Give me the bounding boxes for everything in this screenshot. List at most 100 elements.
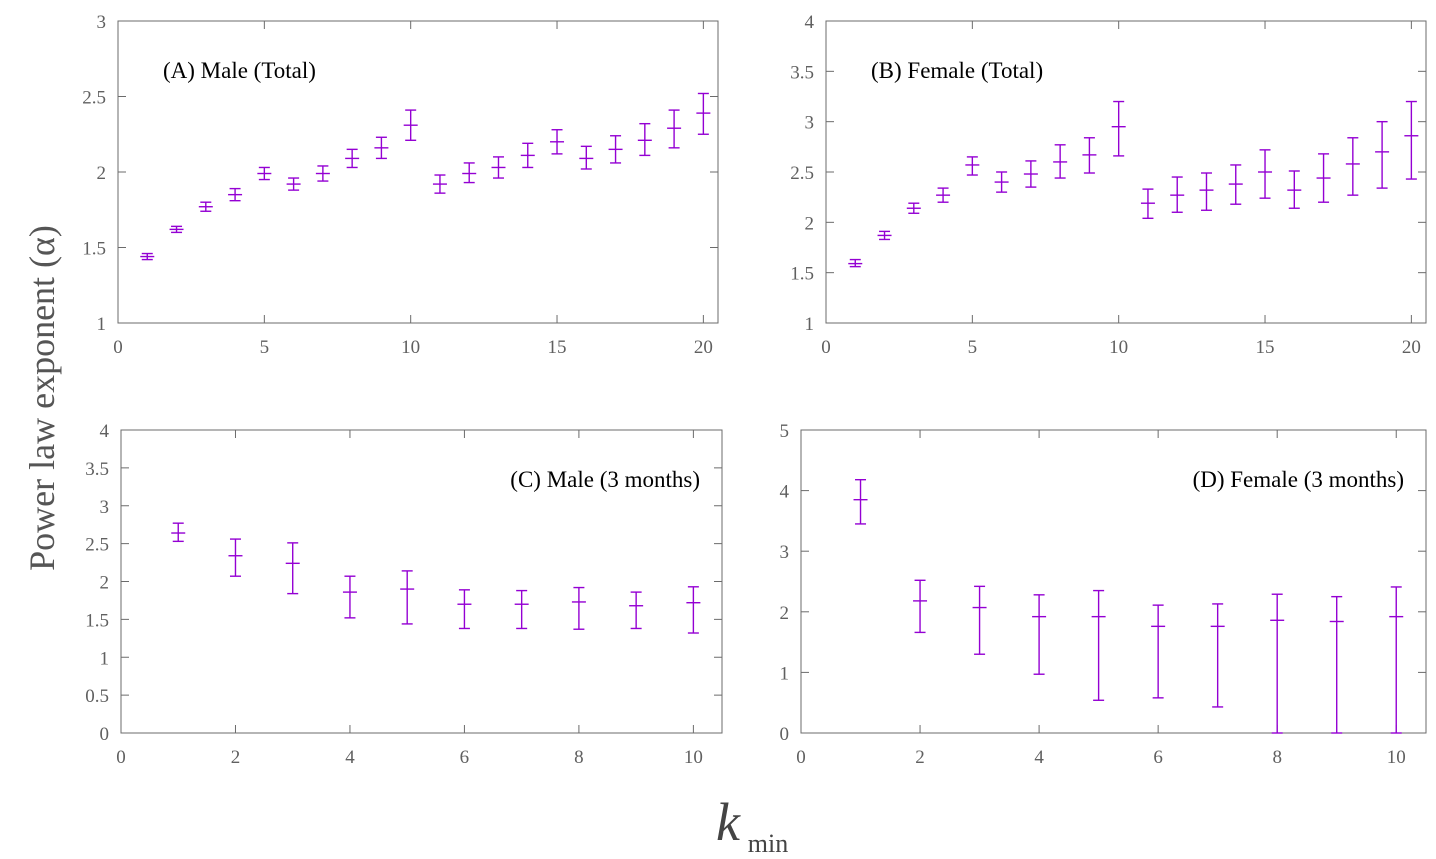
x-tick-label: 8 xyxy=(1272,747,1282,768)
data-point xyxy=(1140,188,1155,220)
data-point xyxy=(667,109,682,149)
data-point xyxy=(1375,120,1390,189)
plot-frame xyxy=(800,429,1427,734)
data-point xyxy=(374,136,389,160)
data-point xyxy=(1258,149,1273,199)
y-tick-label: 4 xyxy=(805,12,815,33)
x-tick-label: 10 xyxy=(401,337,420,358)
y-tick-label: 5 xyxy=(780,421,790,442)
x-tick-label: 15 xyxy=(548,337,567,358)
data-point xyxy=(140,252,155,261)
y-tick-label: 1 xyxy=(780,663,790,684)
data-point xyxy=(198,201,213,212)
y-tick-label: 0 xyxy=(780,724,790,745)
x-tick-label: 5 xyxy=(260,337,270,358)
data-point xyxy=(848,258,863,268)
data-point xyxy=(994,171,1009,193)
data-point xyxy=(1316,153,1331,203)
data-point xyxy=(345,148,360,169)
y-axis-label: Power law exponent (α) xyxy=(22,225,62,571)
data-point xyxy=(169,225,184,234)
y-tick-label: 4 xyxy=(100,421,110,442)
data-point xyxy=(686,586,701,634)
data-point xyxy=(629,591,644,630)
x-tick-label: 2 xyxy=(231,747,241,768)
x-tick-label: 0 xyxy=(821,337,831,358)
x-tick-label: 10 xyxy=(1387,747,1406,768)
data-point xyxy=(913,579,928,634)
panel-title: (C) Male (3 months) xyxy=(510,467,700,492)
data-point xyxy=(1270,593,1285,734)
data-point xyxy=(1404,100,1419,180)
x-tick-label: 4 xyxy=(345,747,355,768)
data-point xyxy=(1091,589,1106,701)
data-point xyxy=(550,129,565,155)
x-tick-label: 0 xyxy=(796,747,806,768)
data-point xyxy=(457,589,472,630)
data-point xyxy=(1210,603,1225,708)
data-point xyxy=(696,92,711,135)
data-point xyxy=(257,166,272,181)
y-tick-label: 0 xyxy=(100,724,110,745)
x-tick-label: 6 xyxy=(460,747,470,768)
data-point xyxy=(520,142,535,169)
x-tick-label: 5 xyxy=(968,337,978,358)
data-point xyxy=(342,575,357,619)
y-tick-label: 1.5 xyxy=(85,610,109,631)
y-tick-label: 4 xyxy=(780,482,790,503)
data-point xyxy=(491,156,506,179)
x-tick-label: 2 xyxy=(915,747,925,768)
data-point xyxy=(1023,160,1038,188)
panel-title: (A) Male (Total) xyxy=(163,58,316,83)
y-tick-label: 3.5 xyxy=(790,62,814,83)
y-tick-label: 0.5 xyxy=(85,686,109,707)
y-tick-label: 2 xyxy=(780,603,790,624)
data-point xyxy=(965,156,980,176)
panel-title: (D) Female (3 months) xyxy=(1193,467,1404,492)
y-tick-label: 1.5 xyxy=(82,239,106,260)
data-point xyxy=(571,586,586,630)
x-tick-label: 10 xyxy=(684,747,703,768)
y-tick-label: 1 xyxy=(100,648,110,669)
data-point xyxy=(228,538,243,577)
data-point xyxy=(972,585,987,655)
x-tick-label: 15 xyxy=(1256,337,1275,358)
panel-title: (B) Female (Total) xyxy=(871,58,1043,83)
data-point xyxy=(1389,586,1404,734)
x-axis-label-main: k xyxy=(716,792,741,852)
data-point xyxy=(936,187,951,203)
x-tick-label: 0 xyxy=(113,337,123,358)
data-point xyxy=(1111,100,1126,157)
data-point xyxy=(514,589,529,630)
y-tick-label: 3 xyxy=(100,497,110,518)
data-point xyxy=(286,177,301,191)
y-tick-label: 1.5 xyxy=(790,264,814,285)
data-point xyxy=(1082,137,1097,174)
data-point xyxy=(579,145,594,170)
data-point xyxy=(171,522,186,543)
chart-panel-3: 0 2 4 6 8 10 0 0.5 1 1.5 2 2.5 3 3.5 4 (C) Male (3 mont… xyxy=(85,421,723,768)
y-tick-label: 2 xyxy=(805,213,815,234)
data-point xyxy=(1287,170,1302,209)
x-tick-label: 8 xyxy=(574,747,584,768)
x-axis-label-subscript: min xyxy=(748,829,788,858)
y-tick-label: 1 xyxy=(805,314,815,335)
data-point xyxy=(400,570,415,625)
chart-panel-1: 0 5 10 15 20 1 1.5 2 2.5 3 (A) Male (Total) xyxy=(82,12,719,358)
y-tick-label: 1 xyxy=(97,314,107,335)
data-point xyxy=(285,542,300,595)
data-point xyxy=(1170,176,1185,213)
x-tick-label: 6 xyxy=(1153,747,1163,768)
y-tick-label: 2.5 xyxy=(790,163,814,184)
data-point xyxy=(315,165,330,182)
y-tick-label: 2 xyxy=(97,163,107,184)
data-point xyxy=(1345,137,1360,196)
x-tick-label: 20 xyxy=(1402,337,1421,358)
y-tick-label: 3 xyxy=(780,542,790,563)
x-tick-label: 10 xyxy=(1109,337,1128,358)
data-point xyxy=(462,162,477,184)
y-tick-label: 3 xyxy=(805,113,815,134)
data-point xyxy=(877,230,892,241)
